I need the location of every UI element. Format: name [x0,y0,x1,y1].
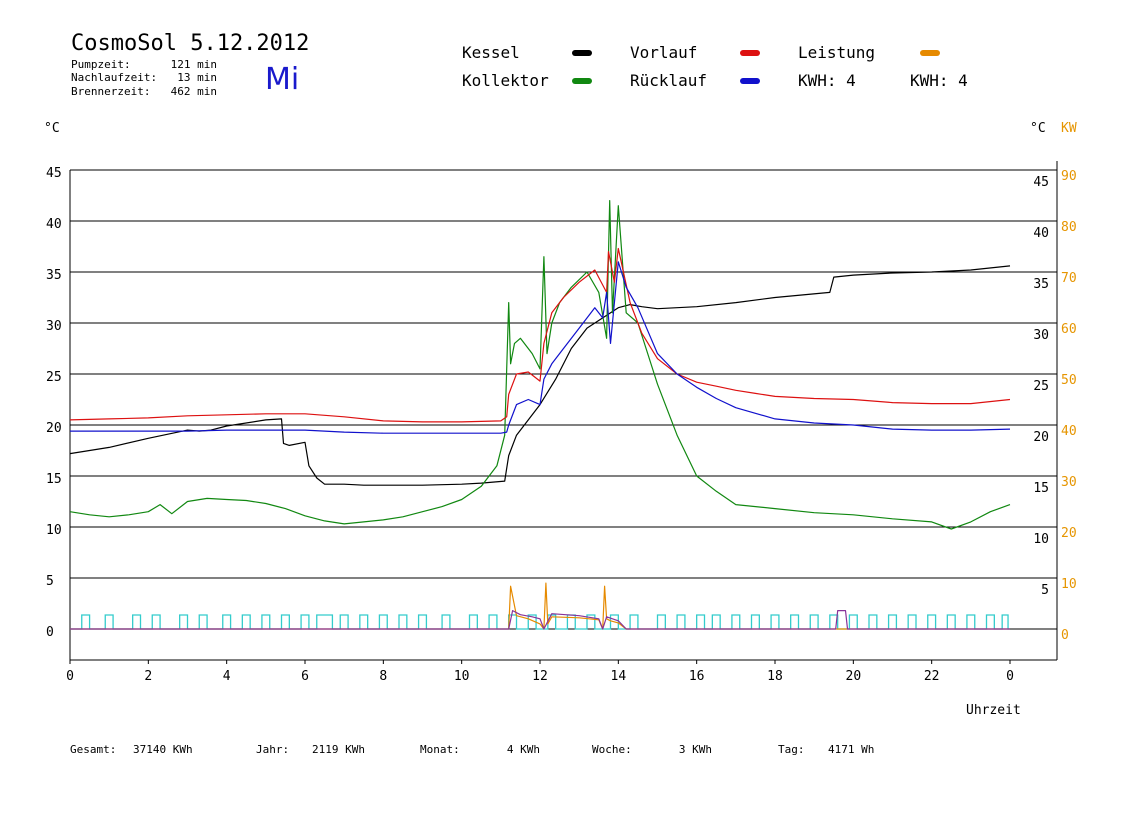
y-right-tick-label: 45 [1033,175,1049,190]
x-tick-label: 10 [454,669,470,684]
left-axis-unit: °C [44,121,60,136]
footer-jahr-label: Jahr: [256,743,289,756]
x-axis-label: Uhrzeit [966,703,1021,718]
y-left-tick-label: 5 [46,574,54,589]
x-tick-label: 12 [532,669,548,684]
stat-value-pumpzeit: 121 min [171,58,217,71]
y-right-tick-label: 35 [1033,277,1049,292]
y-left-tick-label: 25 [46,370,62,385]
series-line-kessel [69,265,1011,486]
x-tick-label: 8 [379,669,387,684]
series-line-kollektor [69,200,1011,530]
legend-ruecklauf: Rücklauf [630,71,707,90]
legend-kollektor: Kollektor [462,71,549,90]
y-kw-tick-label: 20 [1061,526,1077,541]
x-tick-label: 4 [223,669,231,684]
x-tick-label: 6 [301,669,309,684]
legend-swatch-kessel [572,50,592,56]
footer-woche-value: 3 KWh [679,743,712,756]
stat-label-brennerzeit: Brennerzeit: [71,85,150,98]
pump-pulse-trace [70,614,1010,630]
x-tick-label: 18 [767,669,783,684]
series-line-ruecklauf [70,261,1011,434]
series-line-vorlauf [69,247,1011,423]
y-kw-tick-label: 80 [1061,220,1077,235]
y-kw-tick-label: 0 [1061,628,1069,643]
y-left-tick-label: 10 [46,523,62,538]
grid-lines [69,161,1058,661]
y-left-tick-label: 35 [46,268,62,283]
y-right-tick-label: 15 [1033,481,1049,496]
y-left-tick-label: 15 [46,472,62,487]
footer-jahr-value: 2119 KWh [312,743,365,756]
right-axis-unit-kw: KW [1061,121,1077,136]
chart-title: CosmoSol 5.12.2012 [71,31,309,56]
footer-woche-label: Woche: [592,743,632,756]
x-tick-label: 2 [144,669,152,684]
y-kw-tick-label: 60 [1061,322,1077,337]
weekday-label: Mi [265,62,299,97]
x-tick-label: 0 [66,669,74,684]
legend-kwh-purple: KWH: 4 [910,71,968,90]
y-kw-tick-label: 50 [1061,373,1077,388]
y-right-tick-label: 40 [1033,226,1049,241]
y-kw-tick-label: 90 [1061,169,1077,184]
y-left-tick-label: 0 [46,625,54,640]
y-kw-tick-label: 40 [1061,424,1077,439]
legend-vorlauf: Vorlauf [630,43,697,62]
x-tick-label: 22 [924,669,940,684]
footer-gesamt-value: 37140 KWh [133,743,193,756]
legend-kessel: Kessel [462,43,520,62]
stat-value-brennerzeit: 462 min [171,85,217,98]
tick-labels: 0510152025303540452025303540451510501020… [46,166,1077,684]
y-left-tick-label: 30 [46,319,62,334]
stat-value-nachlaufzeit: 13 min [177,71,217,84]
y-kw-tick-label: 30 [1061,475,1077,490]
right-axis-unit: °C [1030,121,1046,136]
x-tick-label: 20 [846,669,862,684]
legend-kwh-orange: KWH: 4 [798,71,856,90]
y-right-tick-label: 30 [1033,328,1049,343]
y-right-tick-label: 10 [1033,532,1049,547]
y-right-tick-label: 20 [1033,430,1049,445]
y-right-tick-label: 5 [1041,583,1049,598]
y-left-tick-label: 45 [46,166,62,181]
y-left-tick-label: 40 [46,217,62,232]
legend-swatch-ruecklauf [740,78,760,84]
stat-label-nachlaufzeit: Nachlaufzeit: [71,71,157,84]
x-tick-label: 0 [1006,669,1014,684]
footer-monat-value: 4 KWh [507,743,540,756]
legend-leistung: Leistung [798,43,875,62]
legend-swatch-vorlauf [740,50,760,56]
y-left-tick-label: 20 [46,421,62,436]
stat-label-pumpzeit: Pumpzeit: [71,58,131,71]
series-lines [69,200,1011,630]
footer-gesamt-label: Gesamt: [70,743,116,756]
footer-tag-value: 4171 Wh [828,743,874,756]
y-kw-tick-label: 10 [1061,577,1077,592]
pump-pulses [70,614,1010,630]
y-kw-tick-label: 70 [1061,271,1077,286]
footer-tag-label: Tag: [778,743,805,756]
x-tick-label: 14 [611,669,627,684]
y-right-tick-label: 25 [1033,379,1049,394]
legend-swatch-leistung [920,50,940,56]
legend-swatch-kollektor [572,78,592,84]
series-line-leistung [70,582,1010,630]
footer-monat-label: Monat: [420,743,460,756]
x-tick-label: 16 [689,669,705,684]
series-line-kwh_purple [70,610,1010,630]
